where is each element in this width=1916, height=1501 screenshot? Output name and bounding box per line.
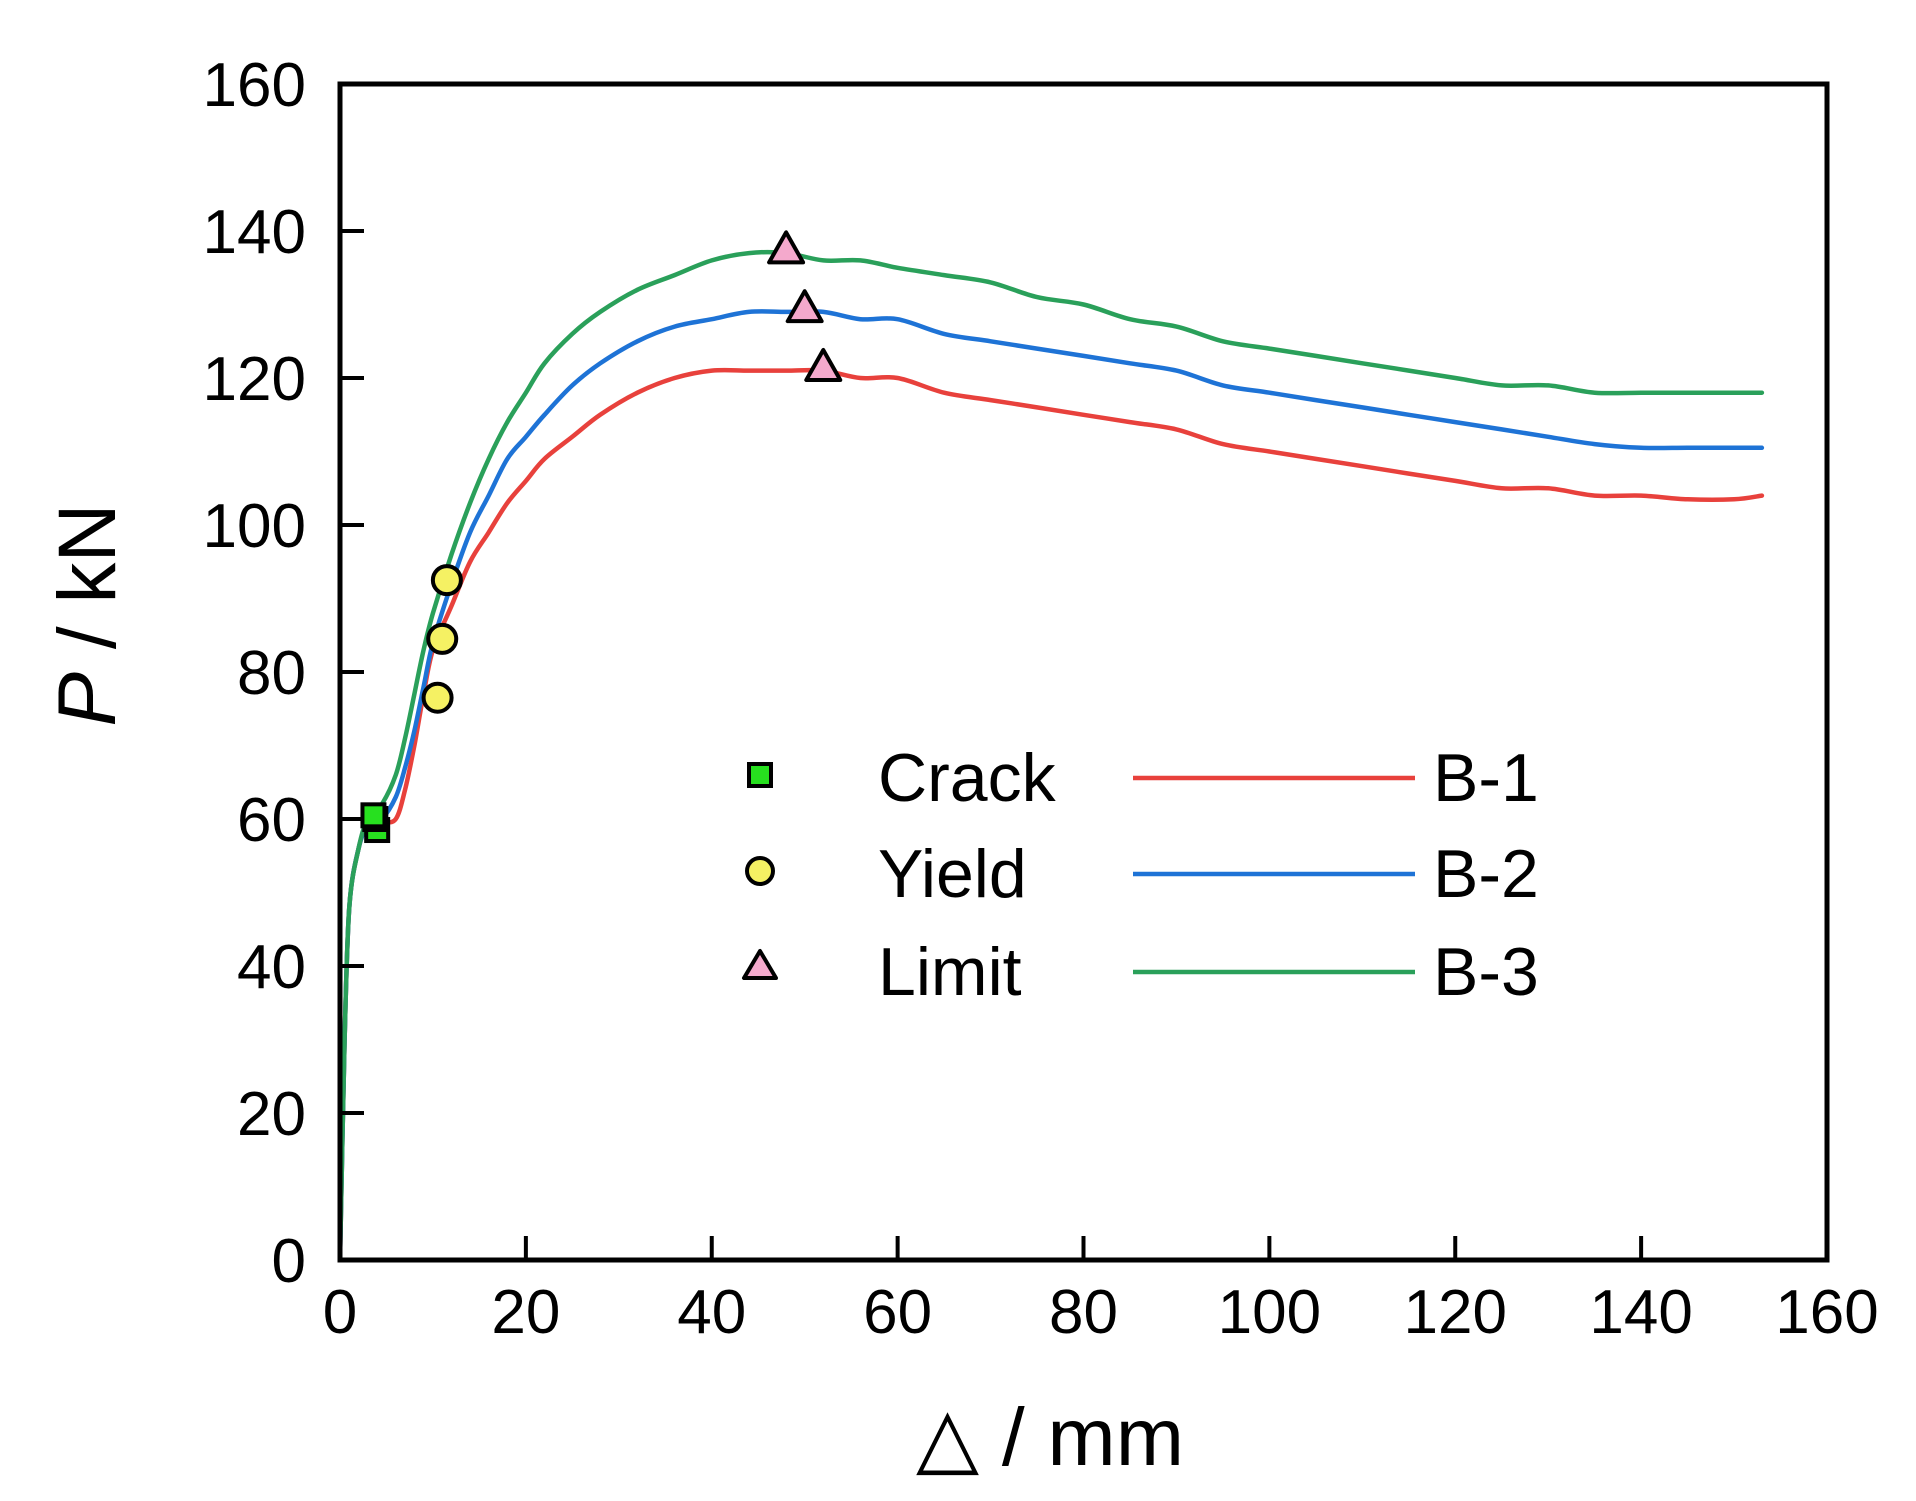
legend-b2-label: B-2 bbox=[1433, 836, 1539, 912]
limit-marker bbox=[767, 230, 806, 265]
limit-marker bbox=[804, 347, 843, 382]
x-tick-label: 40 bbox=[677, 1278, 746, 1347]
plot-frame bbox=[337, 81, 1830, 1263]
legend-limit-label: Limit bbox=[878, 934, 1022, 1010]
y-tick-label: 60 bbox=[237, 786, 306, 855]
legend-b1-label: B-1 bbox=[1433, 740, 1539, 816]
y-axis: 0 20 40 60 80 100 120 140 160 bbox=[203, 51, 364, 1296]
y-tick-label: 20 bbox=[237, 1080, 306, 1149]
x-tick-label: 160 bbox=[1775, 1278, 1878, 1347]
y-tick-label: 140 bbox=[203, 198, 306, 267]
y-axis-title: P / kN bbox=[42, 503, 133, 726]
legend-b3-label: B-3 bbox=[1433, 934, 1539, 1010]
x-tick-label: 120 bbox=[1404, 1278, 1507, 1347]
plot-markers-layer bbox=[360, 230, 843, 844]
y-tick-label: 100 bbox=[203, 492, 306, 561]
series-line-b-2 bbox=[337, 309, 1765, 1263]
plot-series-layer bbox=[337, 249, 1765, 1263]
legend-yield-label: Yield bbox=[878, 836, 1027, 912]
legend-crack-label: Crack bbox=[878, 740, 1057, 816]
yield-marker bbox=[430, 564, 463, 597]
y-tick-label: 40 bbox=[237, 933, 306, 1002]
x-tick-label: 0 bbox=[323, 1278, 357, 1347]
limit-marker bbox=[785, 289, 824, 324]
legend-limit-marker bbox=[742, 949, 778, 980]
x-tick-label: 100 bbox=[1218, 1278, 1321, 1347]
yield-marker bbox=[426, 622, 459, 655]
y-tick-label: 120 bbox=[203, 345, 306, 414]
crack-marker bbox=[360, 802, 387, 829]
y-tick-label: 160 bbox=[203, 51, 306, 120]
y-axis-title-italic: P bbox=[42, 672, 133, 727]
x-tick-label: 20 bbox=[491, 1278, 560, 1347]
legend-crack-marker bbox=[747, 762, 773, 788]
series-line-b-1 bbox=[337, 367, 1765, 1263]
x-tick-label: 80 bbox=[1049, 1278, 1118, 1347]
y-tick-label: 0 bbox=[272, 1227, 306, 1296]
series-line-b-3 bbox=[337, 249, 1765, 1263]
x-tick-label: 60 bbox=[863, 1278, 932, 1347]
legend: Crack Yield Limit B-1 B-2 B-3 bbox=[742, 740, 1539, 1010]
legend-yield-marker bbox=[745, 856, 775, 886]
y-axis-title-rest: / kN bbox=[42, 503, 133, 672]
x-axis: 0 20 40 60 80 100 120 140 160 bbox=[323, 1236, 1879, 1347]
yield-marker bbox=[421, 681, 454, 714]
y-tick-label: 80 bbox=[237, 639, 306, 708]
x-axis-title: △ / mm bbox=[916, 1392, 1184, 1483]
x-tick-label: 140 bbox=[1589, 1278, 1692, 1347]
